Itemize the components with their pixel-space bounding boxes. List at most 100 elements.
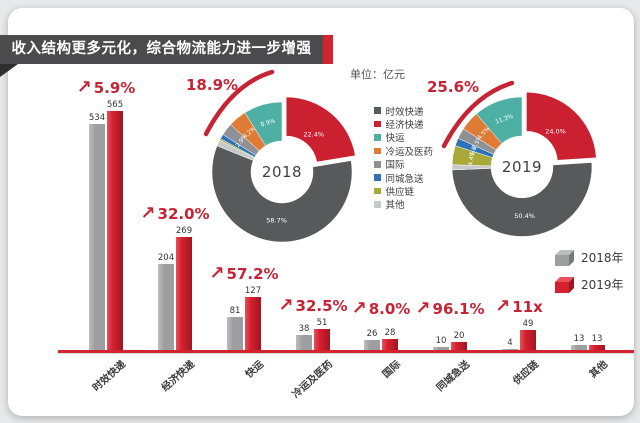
legend-label: 同城急送 — [385, 173, 424, 185]
title-banner: 收入结构更多元化，综合物流能力进一步增强 — [0, 35, 333, 64]
growth-arrow-icon: ↗ — [140, 203, 156, 224]
banner-fold-triangle — [0, 64, 18, 77]
bar-value-2018: 204 — [157, 253, 175, 263]
legend-swatch — [374, 201, 381, 208]
unit-label: 单位：亿元 — [350, 68, 405, 81]
donut-chart-2019: 24.0%50.4%4.4%1.8%2.5%4.5%11.3%2019 — [451, 92, 597, 237]
bar-value-2018: 10 — [435, 336, 447, 346]
legend-label: 供应链 — [385, 187, 415, 199]
donut-2018-growth-label: 18.9% — [186, 76, 239, 94]
bar-2018-经济快递 — [158, 264, 174, 351]
bar-value-2018: 26 — [366, 329, 378, 339]
legend-item-供应链: 供应链 — [374, 184, 433, 199]
bar-2019-同城急送 — [451, 342, 467, 351]
bar-value-2019: 51 — [316, 318, 328, 328]
bar-2018-冷运及医药 — [296, 335, 312, 351]
legend-item-同城急送: 同城急送 — [374, 171, 433, 185]
slice-pct-label: 50.4% — [514, 212, 535, 220]
x-axis-line — [58, 350, 634, 353]
growth-arrow-icon: ↗ — [278, 295, 294, 316]
bar-2019-其他 — [589, 345, 605, 351]
series-legend-label: 2019年 — [581, 278, 624, 292]
bar-2019-供应链 — [520, 330, 536, 351]
legend-swatch — [374, 174, 381, 181]
slice-pct-label: 4.4% — [468, 150, 477, 166]
slice-时效快递 — [451, 162, 593, 237]
legend-item-其他: 其他 — [374, 198, 433, 211]
legend-item-快运: 快运 — [374, 131, 433, 144]
growth-label-国际: ↗ 8.0% — [321, 298, 441, 319]
growth-arrow-icon: ↗ — [351, 298, 367, 319]
bar-value-2019: 565 — [106, 100, 124, 110]
growth-pct: 32.0% — [157, 205, 210, 223]
growth-label-冷运及医药: ↗ 32.5% — [253, 295, 373, 316]
slice-pct-label: 22.4% — [303, 131, 324, 139]
donut-chart-2018: 22.4%58.7%2.9%4.2%8.9%2018 — [211, 96, 356, 243]
legend-label: 其他 — [385, 200, 405, 212]
slice-pct-label: 24.0% — [545, 127, 566, 135]
slice-经济快递 — [285, 96, 356, 163]
bar-value-2019: 28 — [384, 328, 396, 338]
legend-item-冷运及医药: 冷运及医药 — [374, 144, 434, 158]
bar-value-2018: 81 — [229, 306, 241, 316]
legend-swatch — [374, 147, 381, 155]
banner-red-cap — [323, 35, 333, 64]
legend-label: 快运 — [385, 133, 405, 145]
bar-value-2019: 269 — [175, 226, 193, 236]
legend-label: 经济快递 — [385, 120, 424, 132]
bar-2018-时效快递 — [89, 124, 105, 351]
donut-year-label: 2019 — [502, 158, 542, 176]
series-legend-item-2018年: 2018年 — [555, 249, 624, 266]
bar-2018-国际 — [364, 340, 380, 351]
growth-arrow-icon: ↗ — [495, 296, 511, 317]
legend-item-经济快递: 经济快递 — [374, 117, 433, 132]
growth-pct: 11x — [512, 298, 543, 316]
growth-arrow-icon: ↗ — [209, 263, 225, 284]
series-legend-label: 2018年 — [581, 251, 624, 265]
legend-swatch — [374, 107, 381, 114]
slice-pct-label: 58.7% — [266, 217, 287, 225]
donut-year-label: 2018 — [262, 163, 302, 181]
legend-item-国际: 国际 — [374, 158, 433, 171]
bar-2019-快运 — [245, 297, 261, 351]
growth-label-时效快递: ↗ 5.9% — [46, 77, 166, 98]
growth-label-同城急送: ↗ 96.1% — [390, 298, 510, 319]
legend-cube-icon — [555, 276, 574, 293]
growth-pct: 5.9% — [93, 79, 136, 97]
legend-swatch — [374, 161, 381, 168]
growth-pct: 32.5% — [295, 297, 348, 315]
legend-item-时效快递: 时效快递 — [374, 104, 433, 118]
series-legend: 2018年 2019年 — [555, 249, 624, 303]
growth-arrow-icon: ↗ — [415, 298, 431, 319]
growth-label-供应链: ↗ 11x — [459, 296, 579, 317]
donut-2019-growth-label: 25.6% — [427, 78, 480, 96]
legend-label: 冷运及医药 — [385, 146, 434, 158]
bar-2019-冷运及医药 — [314, 329, 330, 351]
legend-swatch — [374, 187, 381, 195]
growth-label-快运: ↗ 57.2% — [184, 263, 304, 284]
bar-2018-同城急送 — [433, 347, 449, 351]
slice-pct-label: 1.8% — [469, 141, 480, 157]
legend-label: 时效快递 — [385, 106, 424, 118]
category-legend: 时效快递经济快递 快运 冷运及医药国际 同城急送供应链 其他 — [374, 104, 433, 211]
bar-value-2019: 49 — [522, 319, 534, 329]
legend-swatch — [374, 120, 381, 128]
growth-label-经济快递: ↗ 32.0% — [115, 203, 235, 224]
bar-value-2019: 127 — [244, 286, 262, 296]
bar-2019-时效快递 — [107, 111, 123, 351]
bar-value-2018: 4 — [507, 338, 513, 348]
bar-2019-经济快递 — [176, 237, 192, 351]
legend-swatch — [374, 134, 381, 141]
growth-pct: 8.0% — [368, 300, 411, 318]
slice-经济快递 — [526, 92, 597, 161]
growth-pct: 57.2% — [226, 265, 279, 283]
legend-cube-icon — [555, 249, 574, 266]
bar-value-2018: 38 — [298, 324, 310, 334]
bar-value-2019: 13 — [591, 334, 603, 344]
legend-label: 国际 — [385, 160, 405, 172]
series-legend-item-2019年: 2019年 — [555, 276, 624, 293]
bar-2018-快运 — [227, 317, 243, 351]
growth-arrow-icon: ↗ — [76, 77, 92, 98]
bar-2018-其他 — [571, 345, 587, 351]
